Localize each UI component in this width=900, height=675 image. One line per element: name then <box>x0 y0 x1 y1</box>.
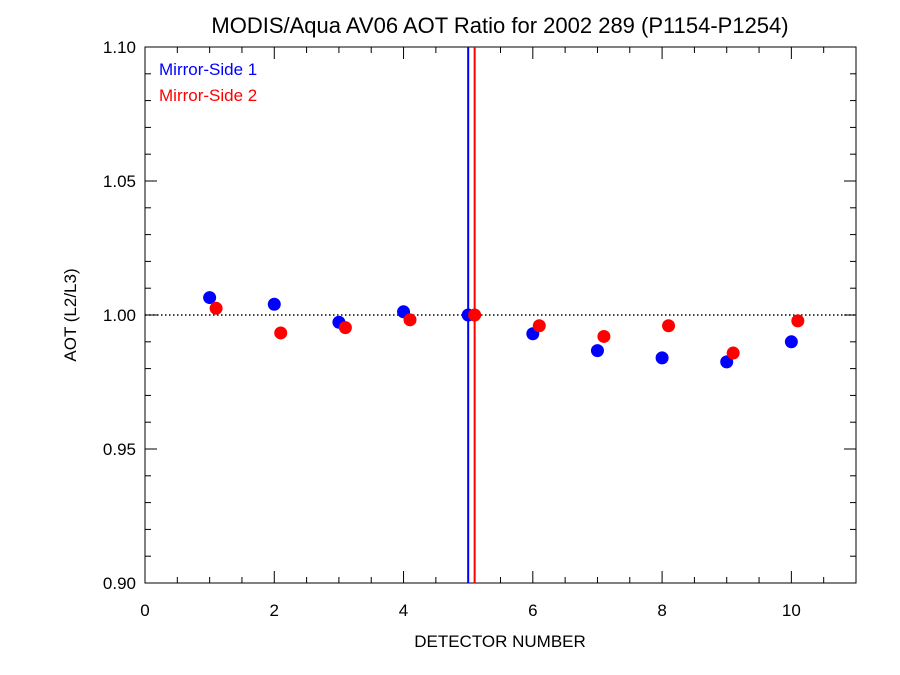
legend-entry: Mirror-Side 1 <box>159 60 257 79</box>
data-point-series-2 <box>791 314 805 328</box>
data-point-series-2 <box>209 301 223 315</box>
y-tick-label: 1.00 <box>103 306 136 325</box>
y-tick-label: 1.05 <box>103 172 136 191</box>
legend-entry: Mirror-Side 2 <box>159 86 257 105</box>
data-point-series-2 <box>726 346 740 360</box>
data-point-series-1 <box>784 335 798 349</box>
x-tick-label: 8 <box>657 601 666 620</box>
legend: Mirror-Side 1 Mirror-Side 2 <box>159 60 257 105</box>
x-tick-label: 2 <box>270 601 279 620</box>
data-point-series-1 <box>203 291 217 305</box>
data-point-series-1 <box>267 297 281 311</box>
data-point-series-1 <box>590 344 604 358</box>
data-point-series-1 <box>655 351 669 365</box>
axes: 0 2 4 6 8 10 0.90 0.95 1.00 1.05 1.10 <box>103 38 857 620</box>
y-tick-label: 0.90 <box>103 574 136 593</box>
data-point-series-2 <box>274 326 288 340</box>
y-tick-label: 0.95 <box>103 440 136 459</box>
data-point-series-2 <box>403 313 417 327</box>
data-point-series-2 <box>468 308 482 322</box>
x-tick-label: 4 <box>399 601 408 620</box>
data-point-series-2 <box>532 319 546 333</box>
y-axis-label: AOT (L2/L3) <box>61 268 80 361</box>
data-point-series-2 <box>597 329 611 343</box>
x-axis-label: DETECTOR NUMBER <box>414 632 586 651</box>
data-point-series-2 <box>338 321 352 335</box>
x-tick-label: 10 <box>782 601 801 620</box>
x-tick-label: 0 <box>140 601 149 620</box>
x-tick-label: 6 <box>528 601 537 620</box>
chart-title: MODIS/Aqua AV06 AOT Ratio for 2002 289 (… <box>211 13 788 38</box>
data-point-series-2 <box>662 319 676 333</box>
data-points <box>203 291 805 369</box>
y-tick-label: 1.10 <box>103 38 136 57</box>
